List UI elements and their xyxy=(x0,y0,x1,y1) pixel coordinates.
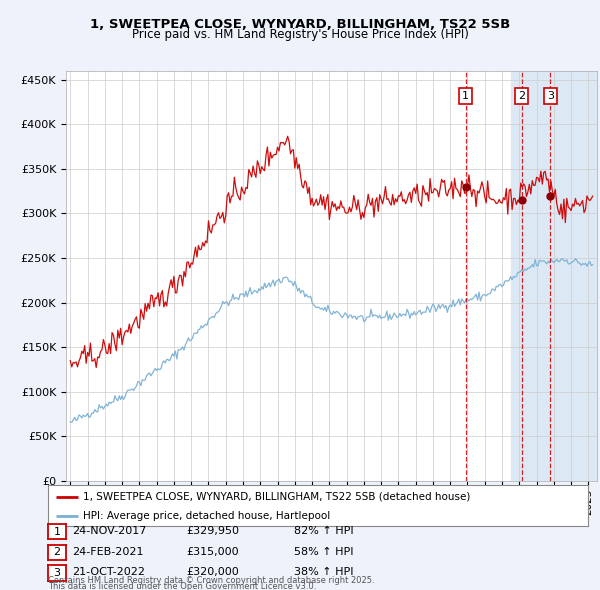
Text: 24-FEB-2021: 24-FEB-2021 xyxy=(72,547,143,556)
Text: 82% ↑ HPI: 82% ↑ HPI xyxy=(294,526,353,536)
Text: 3: 3 xyxy=(53,568,61,578)
Text: HPI: Average price, detached house, Hartlepool: HPI: Average price, detached house, Hart… xyxy=(83,511,331,521)
Text: Contains HM Land Registry data © Crown copyright and database right 2025.: Contains HM Land Registry data © Crown c… xyxy=(48,576,374,585)
Text: 1, SWEETPEA CLOSE, WYNYARD, BILLINGHAM, TS22 5SB (detached house): 1, SWEETPEA CLOSE, WYNYARD, BILLINGHAM, … xyxy=(83,491,470,502)
Text: 21-OCT-2022: 21-OCT-2022 xyxy=(72,568,145,577)
Text: 1, SWEETPEA CLOSE, WYNYARD, BILLINGHAM, TS22 5SB: 1, SWEETPEA CLOSE, WYNYARD, BILLINGHAM, … xyxy=(90,18,510,31)
Text: £320,000: £320,000 xyxy=(186,568,239,577)
Text: 1: 1 xyxy=(53,527,61,536)
Text: 2: 2 xyxy=(518,91,525,101)
Text: 2: 2 xyxy=(53,548,61,557)
Text: 58% ↑ HPI: 58% ↑ HPI xyxy=(294,547,353,556)
Text: 1: 1 xyxy=(462,91,469,101)
Text: 3: 3 xyxy=(547,91,554,101)
Text: 38% ↑ HPI: 38% ↑ HPI xyxy=(294,568,353,577)
Text: This data is licensed under the Open Government Licence v3.0.: This data is licensed under the Open Gov… xyxy=(48,582,316,590)
Text: £329,950: £329,950 xyxy=(186,526,239,536)
Bar xyxy=(511,71,597,481)
Text: £315,000: £315,000 xyxy=(186,547,239,556)
Text: 24-NOV-2017: 24-NOV-2017 xyxy=(72,526,146,536)
Text: Price paid vs. HM Land Registry's House Price Index (HPI): Price paid vs. HM Land Registry's House … xyxy=(131,28,469,41)
